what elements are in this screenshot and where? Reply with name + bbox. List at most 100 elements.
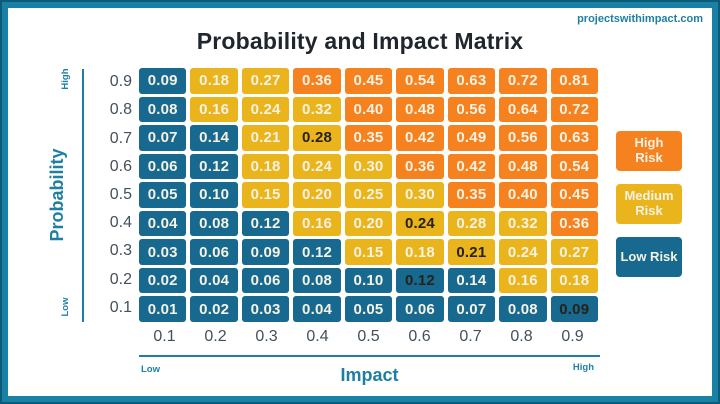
matrix-cell: 0.09 xyxy=(241,239,290,265)
matrix-cell: 0.03 xyxy=(139,239,187,265)
y-tick-label: 0.2 xyxy=(109,270,132,288)
matrix-cell: 0.07 xyxy=(447,296,496,322)
matrix-cell: 0.54 xyxy=(396,68,444,94)
x-axis-title: Impact xyxy=(340,365,399,385)
legend-item-medium-risk: Medium Risk xyxy=(616,184,682,224)
matrix-cell: 0.01 xyxy=(139,296,187,322)
y-axis-high-label: High xyxy=(60,68,71,90)
x-tick-label: 0.3 xyxy=(255,328,278,345)
matrix-cell: 0.24 xyxy=(293,153,341,180)
matrix-cell: 0.56 xyxy=(499,125,547,151)
matrix-cell: 0.36 xyxy=(550,210,598,237)
matrix-cell: 0.20 xyxy=(344,210,393,237)
matrix-cell: 0.18 xyxy=(550,267,598,294)
matrix-cell: 0.08 xyxy=(499,296,547,322)
matrix-cell: 0.72 xyxy=(499,68,547,94)
y-tick-label: 0.5 xyxy=(109,185,132,203)
matrix-cell: 0.45 xyxy=(550,182,598,208)
x-tick-label: 0.9 xyxy=(561,328,584,345)
matrix-cell: 0.08 xyxy=(190,210,238,237)
x-tick-label: 0.7 xyxy=(459,328,482,345)
matrix-cell: 0.49 xyxy=(447,125,496,151)
matrix-cell: 0.48 xyxy=(396,96,444,123)
matrix-cell: 0.12 xyxy=(241,210,290,237)
matrix-cell: 0.27 xyxy=(550,239,598,265)
x-tick-label: 0.2 xyxy=(204,328,227,345)
matrix-cell: 0.32 xyxy=(499,210,547,237)
matrix-cell: 0.42 xyxy=(396,125,444,151)
matrix-cell: 0.10 xyxy=(344,267,393,294)
matrix-cell: 0.40 xyxy=(344,96,393,123)
y-tick-label: 0.6 xyxy=(109,157,132,175)
matrix-cell: 0.64 xyxy=(499,96,547,123)
y-axis-low-label: Low xyxy=(60,297,71,317)
matrix-cell: 0.54 xyxy=(550,153,598,180)
legend-item-high-risk: High Risk xyxy=(616,131,682,171)
matrix-cell: 0.04 xyxy=(139,210,187,237)
matrix-cell: 0.24 xyxy=(396,210,444,237)
matrix-cell: 0.15 xyxy=(241,182,290,208)
page-title: Probability and Impact Matrix xyxy=(196,28,524,54)
matrix-cell: 0.36 xyxy=(396,153,444,180)
x-tick-label: 0.5 xyxy=(357,328,380,345)
matrix-cell: 0.14 xyxy=(190,125,238,151)
risk-matrix: 0.09 0.18 0.27 0.36 0.45 0.54 0.63 0.72 0.81 0.08… xyxy=(139,68,598,322)
legend-item-low-risk: Low Risk xyxy=(616,237,682,277)
matrix-cell: 0.08 xyxy=(293,267,341,294)
matrix-cell: 0.12 xyxy=(190,153,238,180)
matrix-cell: 0.06 xyxy=(139,153,187,180)
matrix-cell: 0.15 xyxy=(344,239,393,265)
matrix-cell: 0.07 xyxy=(139,125,187,151)
matrix-cell: 0.30 xyxy=(344,153,393,180)
matrix-cell: 0.63 xyxy=(447,68,496,94)
matrix-cell: 0.25 xyxy=(344,182,393,208)
matrix-cell: 0.02 xyxy=(139,267,187,294)
matrix-cell: 0.05 xyxy=(139,182,187,208)
risk-legend: High Risk Medium Risk Low Risk xyxy=(616,131,682,290)
matrix-cell: 0.32 xyxy=(293,96,341,123)
matrix-cell: 0.16 xyxy=(499,267,547,294)
y-tick-label: 0.8 xyxy=(109,101,132,119)
matrix-cell: 0.02 xyxy=(190,296,238,322)
x-tick-label: 0.8 xyxy=(510,328,533,345)
x-tick-label: 0.1 xyxy=(153,328,176,345)
x-axis-low-label: Low xyxy=(141,364,160,375)
matrix-cell: 0.18 xyxy=(241,153,290,180)
x-tick-labels: 0.1 0.2 0.3 0.4 0.5 0.6 0.7 0.8 0.9 xyxy=(139,328,598,346)
matrix-cell: 0.72 xyxy=(550,96,598,123)
matrix-cell: 0.81 xyxy=(550,68,598,94)
x-tick-label: 0.6 xyxy=(408,328,431,345)
matrix-cell: 0.21 xyxy=(447,239,496,265)
x-tick-label: 0.4 xyxy=(306,328,329,345)
matrix-cell: 0.24 xyxy=(241,96,290,123)
x-axis-high-label: High xyxy=(572,362,594,373)
x-axis-line xyxy=(139,355,600,357)
matrix-cell: 0.06 xyxy=(241,267,290,294)
matrix-cell: 0.42 xyxy=(447,153,496,180)
matrix-cell: 0.06 xyxy=(396,296,444,322)
matrix-cell: 0.04 xyxy=(190,267,238,294)
matrix-cell: 0.56 xyxy=(447,96,496,123)
matrix-cell: 0.28 xyxy=(293,125,341,151)
matrix-cell: 0.06 xyxy=(190,239,238,265)
matrix-cell: 0.03 xyxy=(241,296,290,322)
matrix-cell: 0.28 xyxy=(447,210,496,237)
y-tick-label: 0.1 xyxy=(109,298,132,316)
matrix-cell: 0.05 xyxy=(344,296,393,322)
matrix-cell: 0.63 xyxy=(550,125,598,151)
matrix-cell: 0.08 xyxy=(139,96,187,123)
matrix-cell: 0.12 xyxy=(293,239,341,265)
y-tick-labels: 0.9 0.8 0.7 0.6 0.5 0.4 0.3 0.2 0.1 xyxy=(92,68,132,322)
matrix-cell: 0.12 xyxy=(396,267,444,294)
matrix-cell: 0.24 xyxy=(499,239,547,265)
y-axis-line xyxy=(82,69,84,322)
matrix-cell: 0.18 xyxy=(190,68,238,94)
matrix-cell: 0.35 xyxy=(344,125,393,151)
y-tick-label: 0.4 xyxy=(109,214,132,232)
matrix-cell: 0.27 xyxy=(241,68,290,94)
matrix-cell: 0.04 xyxy=(293,296,341,322)
matrix-cell: 0.18 xyxy=(396,239,444,265)
matrix-cell: 0.30 xyxy=(396,182,444,208)
matrix-cell: 0.10 xyxy=(190,182,238,208)
matrix-cell: 0.16 xyxy=(190,96,238,123)
